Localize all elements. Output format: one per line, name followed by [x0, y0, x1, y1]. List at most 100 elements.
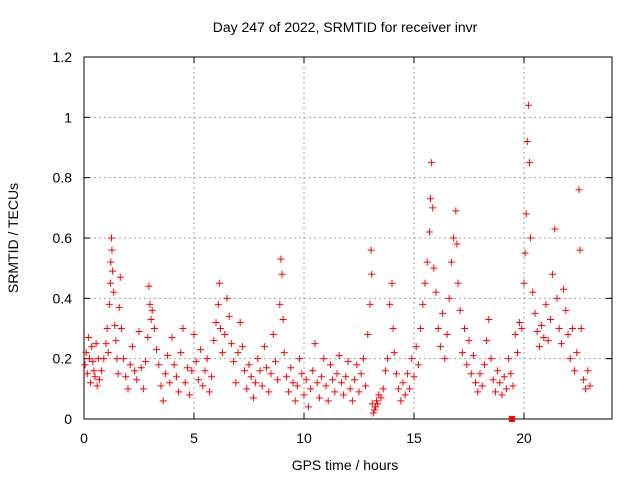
- data-point: [269, 331, 277, 339]
- data-point: [344, 358, 352, 366]
- data-point: [513, 349, 521, 357]
- data-point: [373, 397, 381, 405]
- chart-title: Day 247 of 2022, SRMTID for receiver inv…: [213, 19, 478, 35]
- data-point: [584, 367, 592, 375]
- data-point: [485, 315, 493, 323]
- data-point: [318, 373, 326, 381]
- data-point: [157, 382, 165, 390]
- data-point: [232, 379, 240, 387]
- data-point: [465, 337, 473, 345]
- data-point: [309, 367, 317, 375]
- data-point: [247, 373, 255, 381]
- data-point: [98, 367, 106, 375]
- data-point: [379, 385, 387, 393]
- data-point: [412, 343, 420, 351]
- data-point: [150, 325, 158, 332]
- data-point: [586, 382, 594, 390]
- data-point: [469, 352, 477, 360]
- data-point: [112, 337, 120, 345]
- x-tick-label: 0: [80, 430, 88, 446]
- data-point: [282, 373, 290, 381]
- x-axis-title: GPS time / hours: [292, 457, 399, 473]
- data-point: [351, 376, 359, 384]
- data-point: [535, 343, 543, 351]
- data-point: [377, 394, 385, 402]
- highlight-point: [508, 416, 515, 422]
- data-point: [331, 388, 339, 396]
- data-point: [135, 328, 143, 336]
- data-point: [324, 397, 332, 405]
- y-tick-label: 0.6: [53, 230, 73, 246]
- data-point: [544, 337, 552, 345]
- data-point: [105, 300, 113, 308]
- y-tick-label: 1: [64, 109, 72, 125]
- data-point: [467, 370, 475, 378]
- data-point: [139, 385, 147, 393]
- data-point: [245, 361, 253, 369]
- data-point: [82, 349, 90, 357]
- data-point: [432, 288, 440, 296]
- data-point: [175, 388, 183, 396]
- data-point: [236, 318, 244, 326]
- data-point: [86, 355, 93, 363]
- data-point: [177, 349, 185, 357]
- y-axis-title: SRMTID / TECUs: [5, 183, 21, 293]
- data-point: [428, 159, 436, 167]
- data-point: [458, 349, 466, 357]
- data-point: [494, 367, 502, 375]
- data-point: [461, 325, 469, 332]
- data-point: [267, 370, 275, 378]
- data-point: [355, 388, 363, 396]
- data-point: [81, 361, 89, 369]
- x-tick-label: 10: [296, 430, 312, 446]
- data-point: [557, 340, 565, 348]
- data-point: [529, 288, 537, 296]
- data-point: [533, 328, 541, 336]
- data-point: [399, 379, 407, 387]
- data-point: [408, 355, 416, 363]
- data-point: [423, 258, 431, 266]
- data-point: [362, 382, 370, 390]
- data-point: [509, 382, 517, 390]
- data-point: [208, 373, 216, 381]
- data-point: [329, 376, 337, 384]
- data-point: [417, 325, 425, 332]
- data-point: [322, 382, 330, 390]
- data-point: [549, 270, 557, 278]
- data-point: [524, 101, 532, 109]
- data-point: [582, 385, 590, 393]
- data-point: [88, 343, 96, 351]
- data-point: [540, 334, 548, 342]
- data-point: [186, 391, 194, 399]
- data-point: [148, 306, 156, 314]
- data-point: [241, 367, 249, 375]
- data-point: [188, 367, 196, 375]
- data-point: [320, 355, 328, 363]
- data-point: [429, 204, 437, 212]
- data-point: [89, 358, 97, 366]
- data-point: [450, 234, 458, 242]
- data-point: [183, 364, 191, 372]
- data-point: [107, 258, 115, 266]
- data-point: [166, 379, 174, 387]
- data-point: [374, 400, 382, 408]
- data-point: [546, 315, 554, 323]
- data-point: [443, 331, 451, 339]
- data-point: [122, 373, 130, 381]
- data-point: [153, 346, 161, 354]
- data-point: [131, 367, 139, 375]
- data-point: [108, 246, 116, 254]
- data-point: [441, 355, 449, 363]
- data-point: [500, 373, 508, 381]
- y-tick-label: 0: [64, 411, 72, 427]
- data-point: [386, 300, 394, 308]
- data-point: [384, 355, 392, 363]
- data-point: [518, 325, 526, 332]
- data-point: [395, 385, 403, 393]
- data-point: [410, 373, 418, 381]
- data-point: [516, 318, 524, 326]
- data-point: [401, 391, 409, 399]
- data-point: [577, 325, 585, 332]
- data-point: [483, 337, 491, 345]
- data-point: [298, 370, 306, 378]
